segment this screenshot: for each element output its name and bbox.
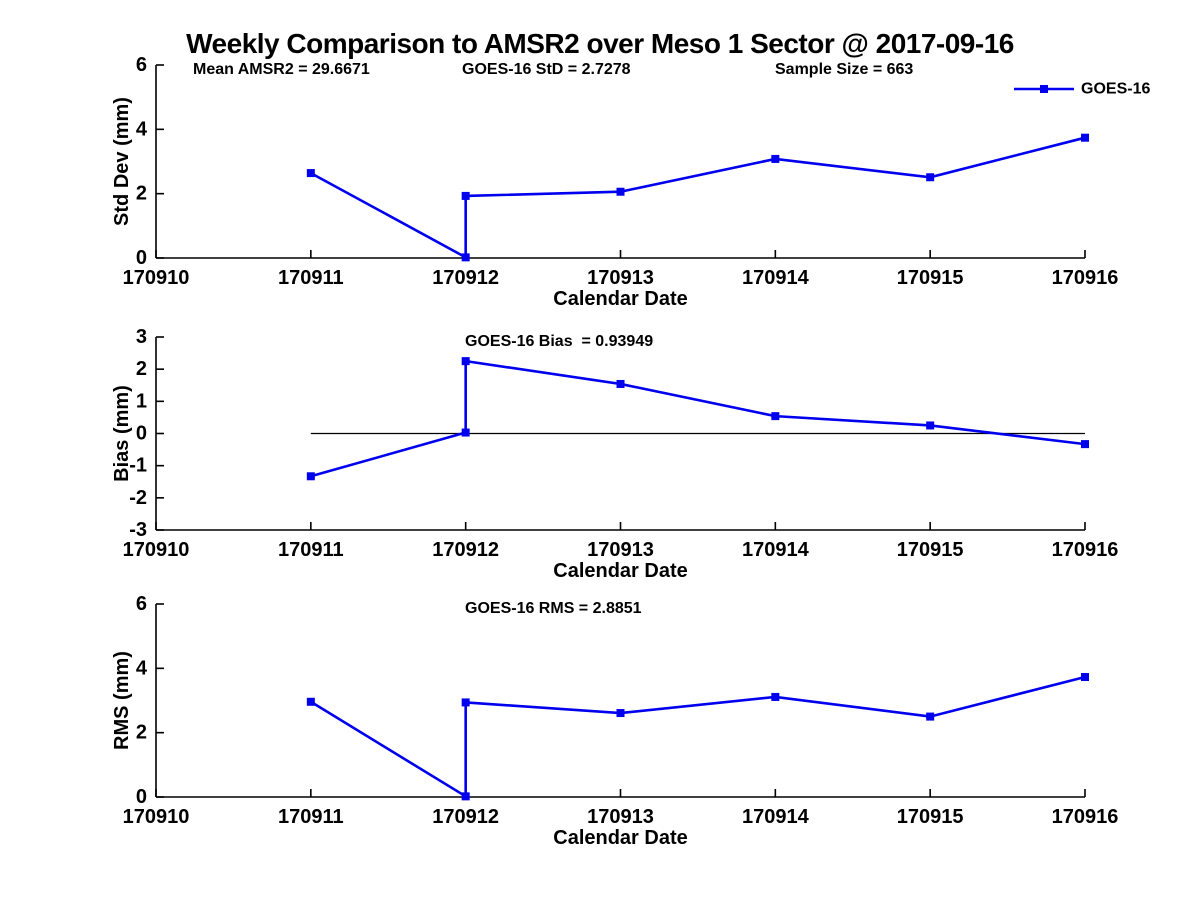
data-point-marker	[461, 357, 470, 366]
x-tick-label: 170914	[742, 267, 810, 289]
stat-annotation: GOES-16 StD = 2.7278	[462, 61, 631, 78]
data-point-marker	[926, 421, 935, 430]
y-tick-label: 6	[136, 593, 147, 615]
figure-title: Weekly Comparison to AMSR2 over Meso 1 S…	[186, 28, 1014, 59]
data-point-marker	[771, 412, 780, 421]
x-tick-label: 170911	[278, 539, 344, 561]
goes-16-series-line	[310, 136, 1086, 260]
y-axis-label: Std Dev (mm)	[111, 97, 133, 226]
x-tick-label: 170914	[742, 806, 810, 828]
legend-label: GOES-16	[1081, 81, 1150, 98]
data-point-marker	[461, 428, 470, 437]
y-tick-label: 2	[136, 183, 147, 205]
x-tick-label: 170915	[897, 267, 964, 289]
goes-16-series-line	[310, 675, 1086, 799]
goes-16-series-line	[310, 359, 1086, 478]
data-point-marker	[1081, 133, 1089, 142]
x-tick-label: 170912	[432, 806, 499, 828]
x-axis-label: Calendar Date	[553, 827, 688, 849]
chart-std-dev: 0 2 4 6 170910 170911 170912 170913 170914 170915…	[111, 54, 1150, 310]
y-tick-label: 4	[136, 657, 148, 679]
y-axis-label: Bias (mm)	[111, 385, 133, 482]
data-point-marker	[926, 712, 935, 721]
data-point-marker	[1081, 440, 1089, 449]
data-point-marker	[616, 709, 625, 718]
x-axis-label: Calendar Date	[553, 560, 688, 582]
x-tick-label: 170910	[123, 539, 190, 561]
data-point-marker	[616, 379, 625, 388]
y-tick-label: 0	[136, 786, 147, 808]
y-tick-label: 2	[136, 358, 147, 380]
y-tick-label: -1	[129, 455, 147, 477]
y-tick-label: 1	[136, 390, 147, 412]
data-point-marker	[461, 698, 470, 707]
legend: GOES-16	[1014, 81, 1150, 98]
x-tick-label: 170913	[587, 267, 654, 289]
y-tick-label: 3	[136, 326, 147, 348]
x-axis-label: Calendar Date	[553, 288, 688, 310]
data-point-marker	[306, 169, 315, 178]
y-tick-label: 6	[136, 54, 147, 76]
data-point-marker	[771, 692, 780, 701]
data-point-marker	[461, 253, 470, 262]
stat-annotation: Sample Size = 663	[775, 61, 913, 78]
data-point-marker	[1081, 673, 1089, 682]
y-tick-label: -3	[129, 519, 147, 541]
y-tick-label: 2	[136, 722, 147, 744]
stat-annotation: GOES-16 RMS = 2.8851	[465, 600, 642, 617]
legend-marker-icon	[1040, 85, 1048, 93]
data-point-marker	[461, 191, 470, 200]
stat-annotation: Mean AMSR2 = 29.6671	[193, 61, 370, 78]
chart-rms: 0 2 4 6 170910 170911 170912 170913 170914 170915…	[111, 593, 1118, 849]
x-tick-label: 170913	[587, 806, 654, 828]
x-tick-label: 170913	[587, 539, 654, 561]
x-tick-label: 170910	[123, 806, 190, 828]
x-tick-label: 170914	[742, 539, 810, 561]
y-axis-label: RMS (mm)	[111, 651, 133, 750]
y-tick-label: -2	[129, 487, 147, 509]
x-tick-label: 170916	[1052, 806, 1119, 828]
y-tick-label: 4	[136, 118, 148, 140]
x-tick-label: 170910	[123, 267, 190, 289]
x-tick-label: 170915	[897, 539, 964, 561]
x-tick-label: 170916	[1052, 539, 1119, 561]
x-tick-label: 170912	[432, 267, 499, 289]
data-point-marker	[306, 472, 315, 481]
x-tick-label: 170911	[278, 806, 344, 828]
stat-annotation: GOES-16 Bias = 0.93949	[465, 333, 653, 350]
data-point-marker	[306, 697, 315, 706]
y-tick-label: 0	[136, 247, 147, 269]
x-tick-label: 170911	[278, 267, 344, 289]
y-tick-label: 0	[136, 423, 147, 445]
data-point-marker	[771, 154, 780, 163]
x-tick-label: 170916	[1052, 267, 1119, 289]
data-point-marker	[616, 187, 625, 196]
chart-bias: -3 -2 -1 0 1 2 3 170910 170911 170912 170913 170914…	[111, 326, 1118, 582]
data-point-marker	[461, 792, 470, 801]
x-tick-label: 170915	[897, 806, 964, 828]
x-tick-label: 170912	[432, 539, 499, 561]
data-point-marker	[926, 173, 935, 182]
